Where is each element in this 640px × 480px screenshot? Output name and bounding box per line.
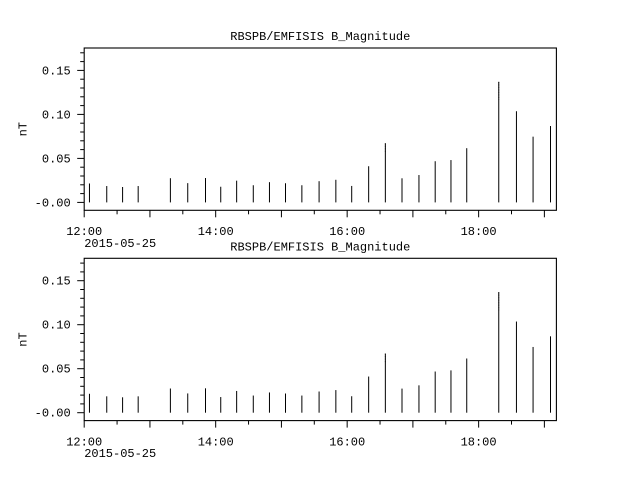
svg-text:16:00: 16:00	[329, 225, 365, 239]
svg-text:18:00: 18:00	[461, 435, 497, 449]
svg-text:0.15: 0.15	[42, 275, 71, 289]
svg-text:-0.00: -0.00	[35, 196, 71, 210]
svg-text:-0.00: -0.00	[35, 407, 71, 421]
svg-text:2015-05-25: 2015-05-25	[84, 237, 156, 251]
svg-text:0.05: 0.05	[42, 152, 71, 166]
svg-text:16:00: 16:00	[329, 435, 365, 449]
svg-text:0.15: 0.15	[42, 64, 71, 78]
svg-text:RBSPB/EMFISIS B_Magnitude: RBSPB/EMFISIS B_Magnitude	[230, 240, 410, 254]
svg-text:0.10: 0.10	[42, 108, 71, 122]
svg-text:nT: nT	[17, 332, 31, 346]
svg-text:14:00: 14:00	[198, 225, 234, 239]
svg-text:nT: nT	[17, 122, 31, 136]
svg-text:14:00: 14:00	[198, 435, 234, 449]
svg-text:RBSPB/EMFISIS B_Magnitude: RBSPB/EMFISIS B_Magnitude	[230, 30, 410, 44]
svg-text:0.10: 0.10	[42, 319, 71, 333]
svg-text:2015-05-25: 2015-05-25	[84, 447, 156, 461]
svg-text:0.05: 0.05	[42, 363, 71, 377]
svg-text:18:00: 18:00	[461, 225, 497, 239]
